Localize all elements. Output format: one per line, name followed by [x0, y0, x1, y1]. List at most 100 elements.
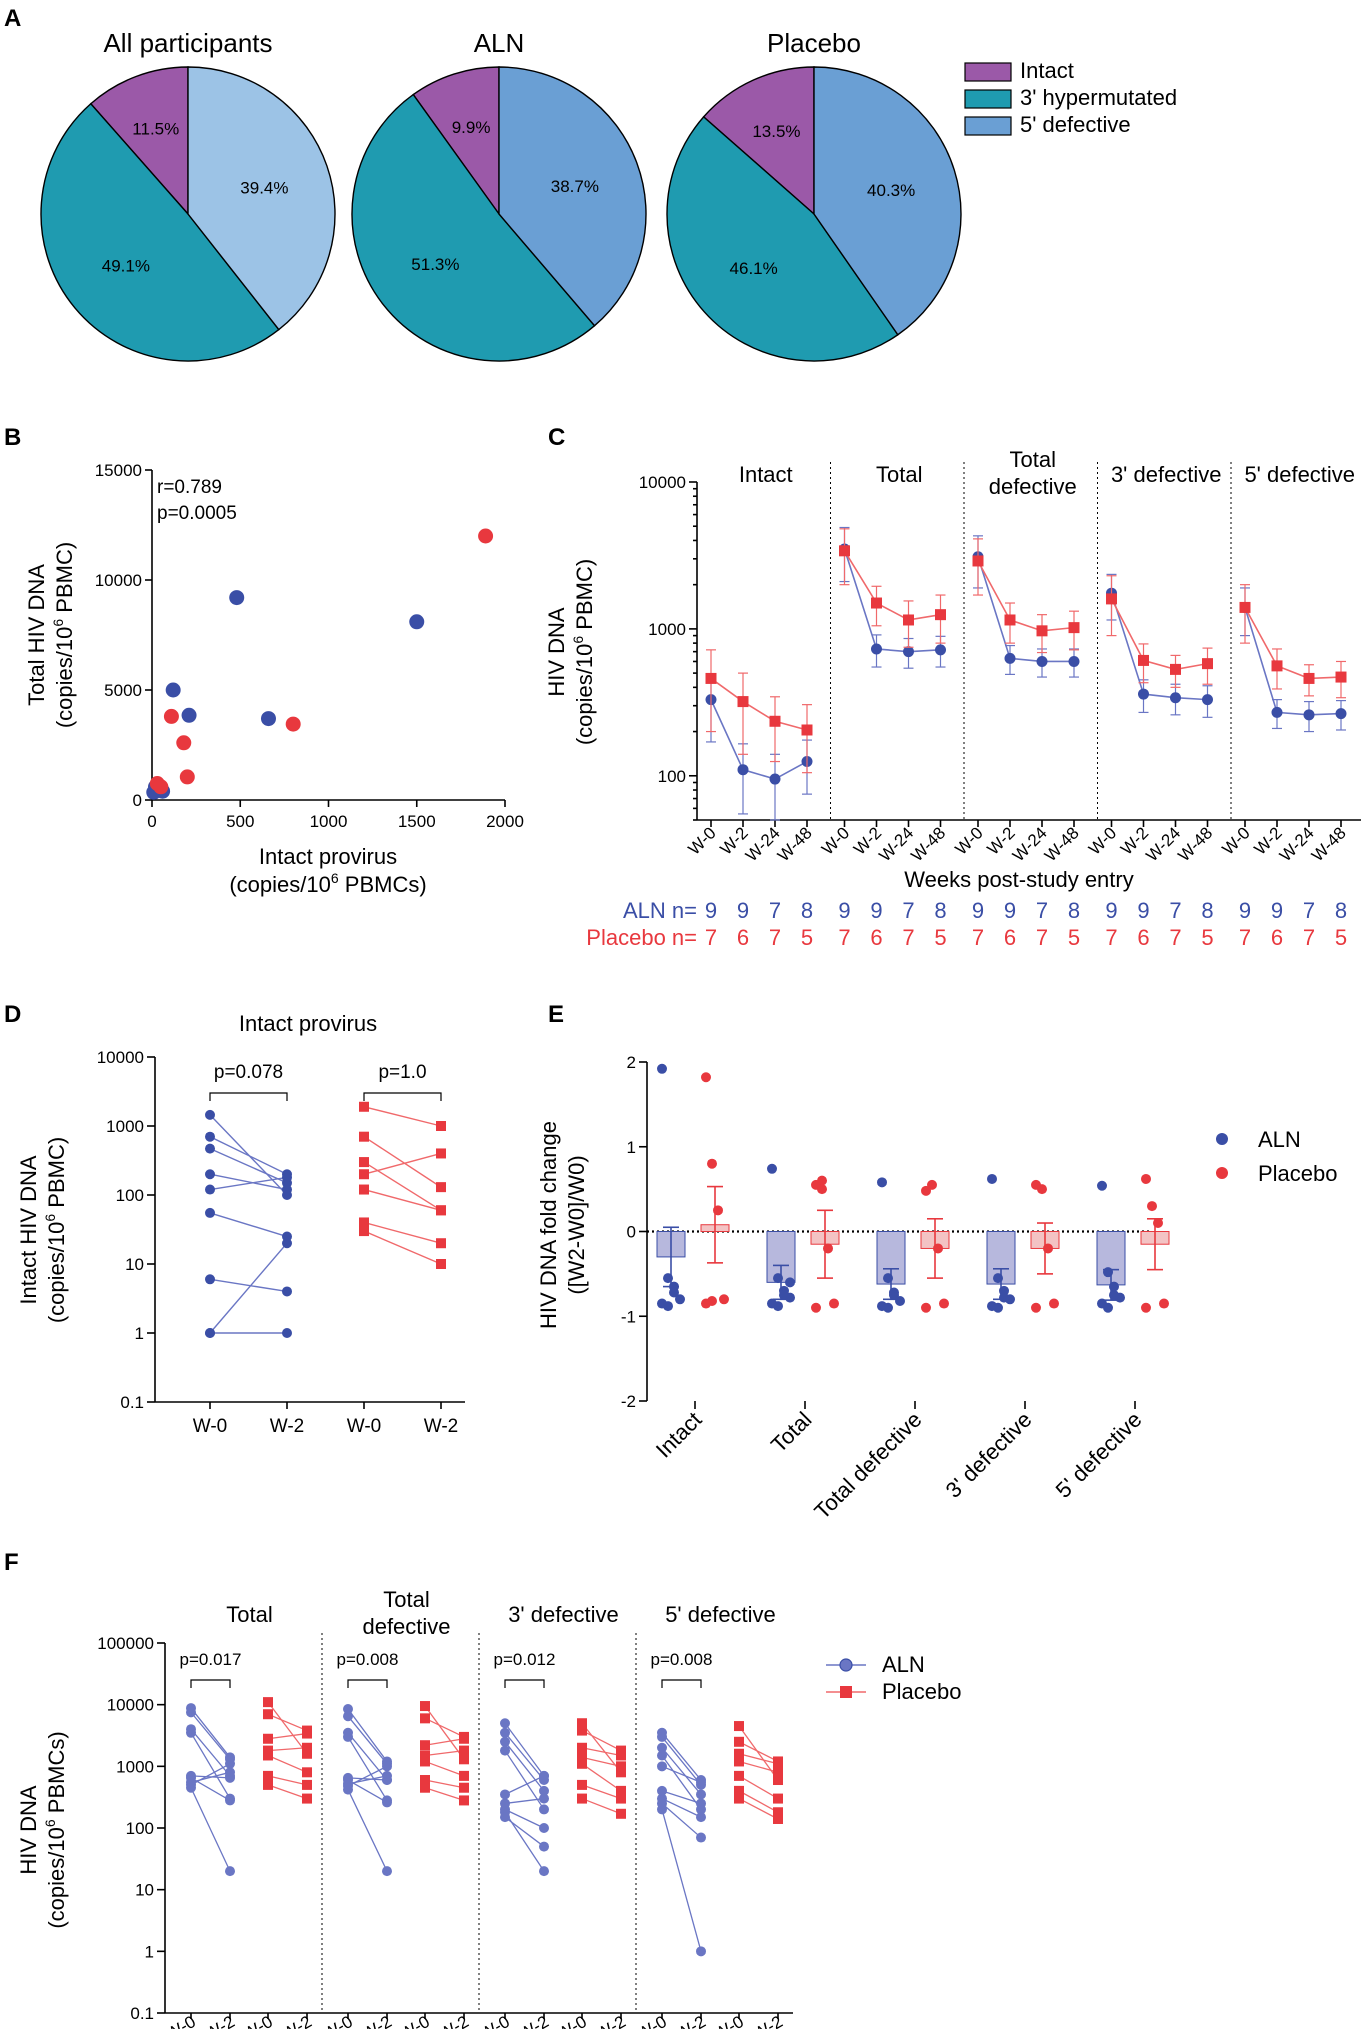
- pair-point-placebo: [302, 1748, 312, 1759]
- pair-point-placebo: [263, 1709, 273, 1720]
- x-axis-label-line2: (copies/106 PBMCs): [229, 870, 426, 897]
- x-tick-label: W-0: [320, 2012, 356, 2029]
- pair-point-aln: [500, 1812, 510, 1823]
- panel-title: Intact provirus: [239, 1011, 377, 1036]
- y-axis-label-unit-end: PBMCs): [44, 1731, 69, 1819]
- pie-slice-label: 13.5%: [752, 122, 800, 141]
- pair-line-aln: [661, 1736, 702, 1786]
- y-axis-label-unit-end: PBMC): [44, 1137, 69, 1214]
- x-tick-label: 500: [226, 812, 254, 831]
- x-tick-label: W-48: [1041, 823, 1083, 865]
- pair-point-aln: [500, 1718, 510, 1729]
- group-title: Total: [226, 1602, 272, 1627]
- scatter-point-placebo: [153, 779, 169, 795]
- pair-line-aln: [661, 1809, 702, 1952]
- n-value: 8: [801, 898, 813, 923]
- pair-point-placebo: [734, 1748, 744, 1759]
- pair-line-placebo: [424, 1787, 465, 1802]
- x-tick-label: W-2: [516, 2012, 552, 2029]
- panel-letter-b: B: [4, 424, 21, 451]
- pair-point-aln: [282, 1328, 292, 1338]
- pair-point-placebo: [773, 1807, 783, 1818]
- group-title: defective: [989, 474, 1077, 499]
- pair-line-aln: [661, 1732, 702, 1781]
- pair-point-placebo: [459, 1782, 469, 1793]
- x-axis-label-group: Intact provirus(copies/106 PBMCs): [229, 844, 426, 897]
- pair-point-placebo: [420, 1713, 430, 1724]
- y-tick-label: 10000: [107, 1696, 154, 1715]
- y-axis-label-exp: 6: [570, 636, 586, 644]
- pie-slice: [702, 66, 815, 216]
- series-point-aln: [1004, 652, 1016, 664]
- n-value: 6: [1004, 925, 1016, 950]
- pair-line-placebo: [267, 1732, 308, 1740]
- n-value: 9: [737, 898, 749, 923]
- series-point-placebo: [769, 715, 781, 727]
- pair-point-placebo: [359, 1226, 369, 1237]
- p-value: p=0.078: [214, 1062, 283, 1083]
- pair-point-placebo: [359, 1184, 369, 1195]
- pair-point-aln: [539, 1804, 549, 1815]
- group-title: 3' defective: [1111, 462, 1222, 487]
- n-value: 6: [1137, 925, 1149, 950]
- legend-label: Placebo: [1258, 1161, 1338, 1186]
- series-point-aln: [1036, 655, 1048, 667]
- pair-point-placebo: [359, 1101, 369, 1112]
- data-point-aln: [993, 1302, 1003, 1313]
- y-tick-label: 1000: [116, 1757, 154, 1776]
- pair-point-placebo: [263, 1770, 273, 1781]
- pair-line-placebo: [738, 1790, 779, 1813]
- n-value: 5: [801, 925, 813, 950]
- series-line-aln: [977, 556, 1074, 663]
- pair-point-placebo: [436, 1121, 446, 1131]
- pie-slice: [498, 66, 647, 327]
- panel-a-pies: All participants 11.5% 49.1% 39.4% ALN 9.9% 51…: [40, 28, 1177, 362]
- legend-label: 5' defective: [1020, 112, 1131, 137]
- y-axis-label-line2: (copies/106 PBMC): [570, 559, 597, 745]
- x-tick-label: W-0: [685, 823, 720, 858]
- pair-point-placebo: [773, 1813, 783, 1824]
- n-value: 9: [1271, 898, 1283, 923]
- y-axis-label-unit: (copies/10: [44, 1222, 69, 1324]
- n-value: 5: [934, 925, 946, 950]
- scatter-point-placebo: [163, 708, 179, 724]
- series-point-placebo: [972, 555, 984, 567]
- x-tick-label: W-2: [750, 2012, 786, 2029]
- pair-line-aln: [504, 1741, 545, 1792]
- group-title: Total: [876, 462, 922, 487]
- pair-line-placebo: [267, 1775, 308, 1786]
- pair-line-aln: [661, 1755, 702, 1810]
- x-tick-label: W-2: [436, 2012, 472, 2029]
- data-point-placebo: [1043, 1243, 1053, 1254]
- n-value: 8: [1335, 898, 1347, 923]
- p-value: p=1.0: [378, 1062, 426, 1083]
- pie-slice-label: 39.4%: [240, 179, 288, 198]
- x-tick-label: W-2: [359, 2012, 395, 2029]
- pie-slice: [187, 66, 336, 331]
- n-value: 7: [1169, 925, 1181, 950]
- legend-label: ALN: [882, 1652, 925, 1677]
- pair-line-aln: [209, 1173, 288, 1191]
- data-point-aln: [883, 1273, 893, 1284]
- y-tick-label: 10000: [95, 571, 142, 590]
- y-tick-label: 0.1: [120, 1393, 144, 1412]
- x-tick-label: W-0: [952, 823, 987, 858]
- pair-line-placebo: [363, 1230, 442, 1265]
- data-point-aln: [1109, 1290, 1119, 1301]
- pair-point-placebo: [436, 1205, 446, 1216]
- y-axis-label-line1: Total HIV DNA: [24, 564, 49, 706]
- pair-point-placebo: [616, 1761, 626, 1772]
- pair-line-placebo: [267, 1784, 308, 1800]
- panel-e-bars: -2 -1 0 1 2 HIV DNA fold change ([W2-W0]/W0) In…: [536, 1053, 1338, 1524]
- x-tick-label: W-2: [673, 2012, 709, 2029]
- y-tick-label: 2: [627, 1053, 636, 1072]
- pair-line-placebo: [738, 1798, 779, 1820]
- n-value: 7: [1105, 925, 1117, 950]
- y-axis-label-exp: 6: [50, 619, 66, 627]
- panel-d-pairs: 0.1 1 10 100 1000 10000 W-0 W-2 W-0 W-2 Intact pro…: [16, 1011, 465, 1437]
- pair-point-placebo: [459, 1754, 469, 1765]
- x-tick-label: Intact: [651, 1407, 707, 1463]
- pair-line-placebo: [267, 1713, 308, 1732]
- x-tick-label: W-0: [1085, 823, 1120, 858]
- y-tick-label: 10000: [639, 473, 686, 492]
